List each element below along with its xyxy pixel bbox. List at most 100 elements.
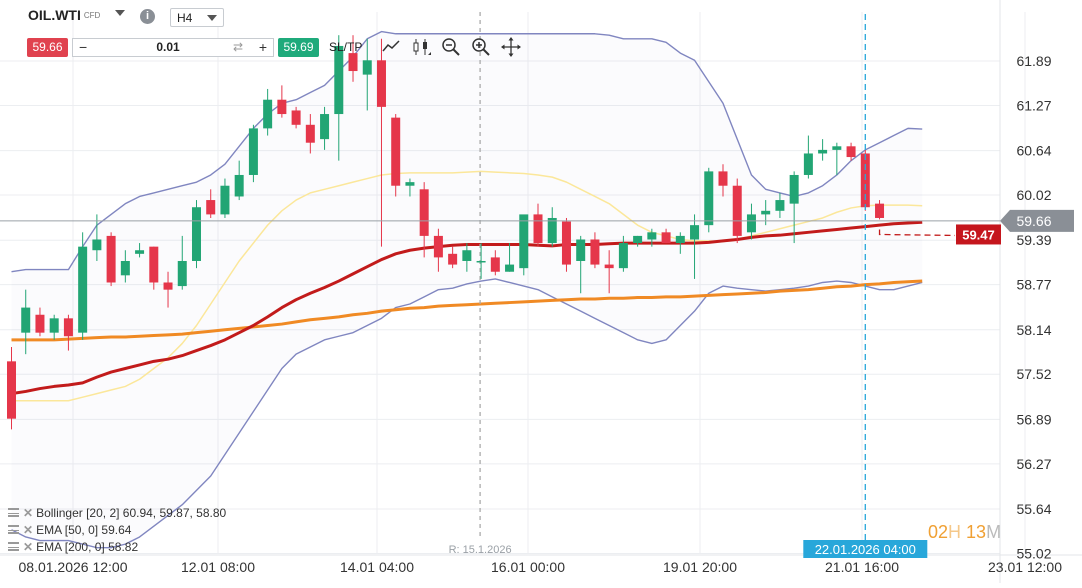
x-tick-label: 12.01 08:00 (181, 559, 255, 575)
candle (163, 271, 173, 308)
candle (490, 250, 500, 276)
candle (7, 347, 16, 430)
remove-indicator-icon[interactable]: ✕ (23, 523, 34, 537)
current-price-tag (1000, 209, 1074, 232)
sltp-button[interactable]: SL/TP (329, 40, 363, 54)
candle-body (263, 99, 273, 129)
candle-body (775, 200, 785, 211)
candle-countdown: 02H 13M (928, 522, 1001, 543)
candle (362, 38, 372, 111)
candle-body (860, 153, 870, 208)
candle (376, 38, 386, 247)
candle (661, 228, 671, 244)
quantity-stepper[interactable]: − 0.01 ⇄ + (72, 38, 274, 57)
candle (35, 307, 45, 337)
candle-body (376, 60, 386, 107)
candle-body (490, 257, 500, 272)
candle (633, 235, 643, 247)
sell-button[interactable]: 59.66 (27, 38, 68, 57)
candle (120, 250, 130, 283)
legend-label: EMA [200, 0] 58.82 (36, 540, 139, 554)
candle-body (320, 114, 330, 140)
indicator-settings-icon[interactable] (8, 542, 19, 551)
candle-body (191, 207, 201, 261)
candle (220, 178, 230, 218)
candle (277, 85, 287, 118)
candlestick-icon[interactable] (410, 36, 432, 58)
symbol-name: OIL.WTI (28, 7, 81, 23)
remove-indicator-icon[interactable]: ✕ (23, 506, 34, 520)
vertical-marker-label: R: 15.1.2026 (449, 544, 512, 556)
candle (576, 235, 586, 294)
x-tick-label: 16.01 00:00 (491, 559, 565, 575)
candle-body (7, 361, 16, 419)
candle (547, 207, 557, 247)
current-price-label: 59.66 (1016, 213, 1051, 229)
chevron-down-icon[interactable] (115, 10, 125, 16)
legend-label: EMA [50, 0] 59.64 (36, 523, 132, 537)
candle (846, 142, 856, 161)
candle-body (433, 235, 443, 258)
candle-body (789, 174, 799, 204)
candle (149, 246, 159, 290)
candle (746, 203, 756, 240)
candle-body (277, 99, 287, 115)
countdown-hours-unit: H (948, 522, 962, 542)
candle (106, 232, 116, 287)
candle (476, 243, 486, 279)
x-tick-label: 19.01 20:00 (663, 559, 737, 575)
order-line (878, 229, 956, 237)
candle-body (149, 246, 159, 283)
remove-indicator-icon[interactable]: ✕ (23, 540, 34, 554)
candle (732, 178, 742, 244)
zoom-in-icon[interactable] (470, 36, 492, 58)
symbol-selector[interactable]: OIL.WTI CFD (28, 7, 100, 23)
legend-bollinger[interactable]: ✕ Bollinger [20, 2] 60.94, 59.87, 58.80 (8, 506, 226, 520)
candle (433, 228, 443, 272)
order-price-label: 59.47 (962, 227, 995, 242)
candle-body (220, 185, 230, 215)
plus-button[interactable]: + (258, 39, 267, 55)
y-tick-label: 58.14 (1016, 322, 1051, 338)
candle (334, 35, 344, 161)
candle-body (661, 232, 671, 244)
x-tick-label: 23.01 12:00 (988, 559, 1062, 575)
countdown-hours: 02 (928, 522, 949, 542)
time-axis: 08.01.2026 12:00 12.01 08:00 14.01 04:00 16… (19, 559, 1063, 575)
candle (832, 142, 842, 175)
y-tick-label: 55.64 (1016, 501, 1051, 517)
candle (248, 124, 258, 183)
candle (462, 243, 472, 272)
legend-ema200[interactable]: ✕ EMA [200, 0] 58.82 (8, 540, 138, 554)
candle (647, 228, 657, 247)
countdown-minutes-unit: M (986, 522, 1002, 542)
candle (618, 235, 628, 272)
candle-body (405, 182, 415, 186)
zoom-out-icon[interactable] (440, 36, 462, 58)
candle-body (505, 264, 515, 272)
legend-ema50[interactable]: ✕ EMA [50, 0] 59.64 (8, 523, 131, 537)
candle-body (675, 235, 685, 244)
timeframe-select[interactable]: H4 (170, 8, 224, 27)
candle-body (234, 174, 244, 197)
candle-body (704, 171, 714, 226)
vertical-marker: R: 15.1.2026 (449, 12, 512, 556)
buy-button[interactable]: 59.69 (278, 38, 319, 57)
move-icon[interactable] (500, 36, 522, 58)
order-price-tag (956, 224, 1001, 245)
swap-icon[interactable]: ⇄ (232, 40, 243, 54)
indicator-settings-icon[interactable] (8, 525, 19, 534)
candle-body (690, 225, 700, 240)
indicator-settings-icon[interactable] (8, 508, 19, 517)
price-lines: 22.01.2026 04:00 59.66 59.47 (0, 14, 1074, 558)
minus-button[interactable]: − (79, 39, 88, 55)
candle-body (291, 110, 301, 125)
quantity-input[interactable]: 0.01 (156, 40, 180, 54)
line-style-icon[interactable] (380, 36, 402, 58)
candle-body (547, 217, 557, 244)
info-icon[interactable]: i (140, 9, 155, 24)
candle (21, 289, 31, 355)
candle (263, 88, 273, 136)
